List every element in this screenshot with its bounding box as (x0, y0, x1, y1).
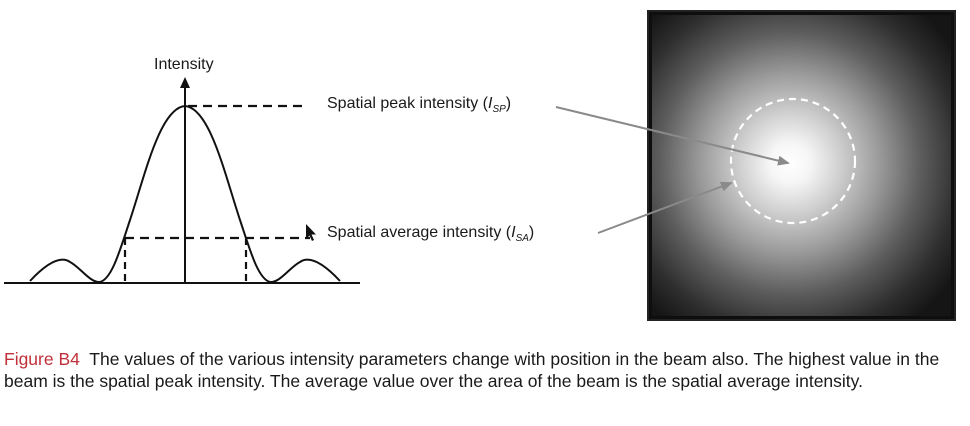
beam-glow (652, 15, 951, 316)
intensity-profile-plot (4, 77, 360, 284)
cursor-pointer-icon (306, 224, 316, 241)
figure-caption-text: The values of the various intensity para… (4, 349, 940, 391)
beam-profile-curve (29, 104, 341, 283)
spatial-average-dashed-circle (729, 97, 857, 225)
figure-caption-label: Figure B4 (4, 349, 80, 369)
intensity-axis-arrowhead (180, 77, 190, 88)
figure-caption: Figure B4 The values of the various inte… (4, 348, 944, 392)
spatial-average-label: Spatial average intensity (ISA) (327, 224, 534, 244)
peak-pointer-arrow (555, 106, 790, 166)
beam-cross-section-image (647, 10, 956, 321)
spatial-peak-label: Spatial peak intensity (ISP) (327, 95, 511, 115)
intensity-axis-label: Intensity (154, 56, 214, 73)
average-pointer-arrow (597, 181, 733, 234)
